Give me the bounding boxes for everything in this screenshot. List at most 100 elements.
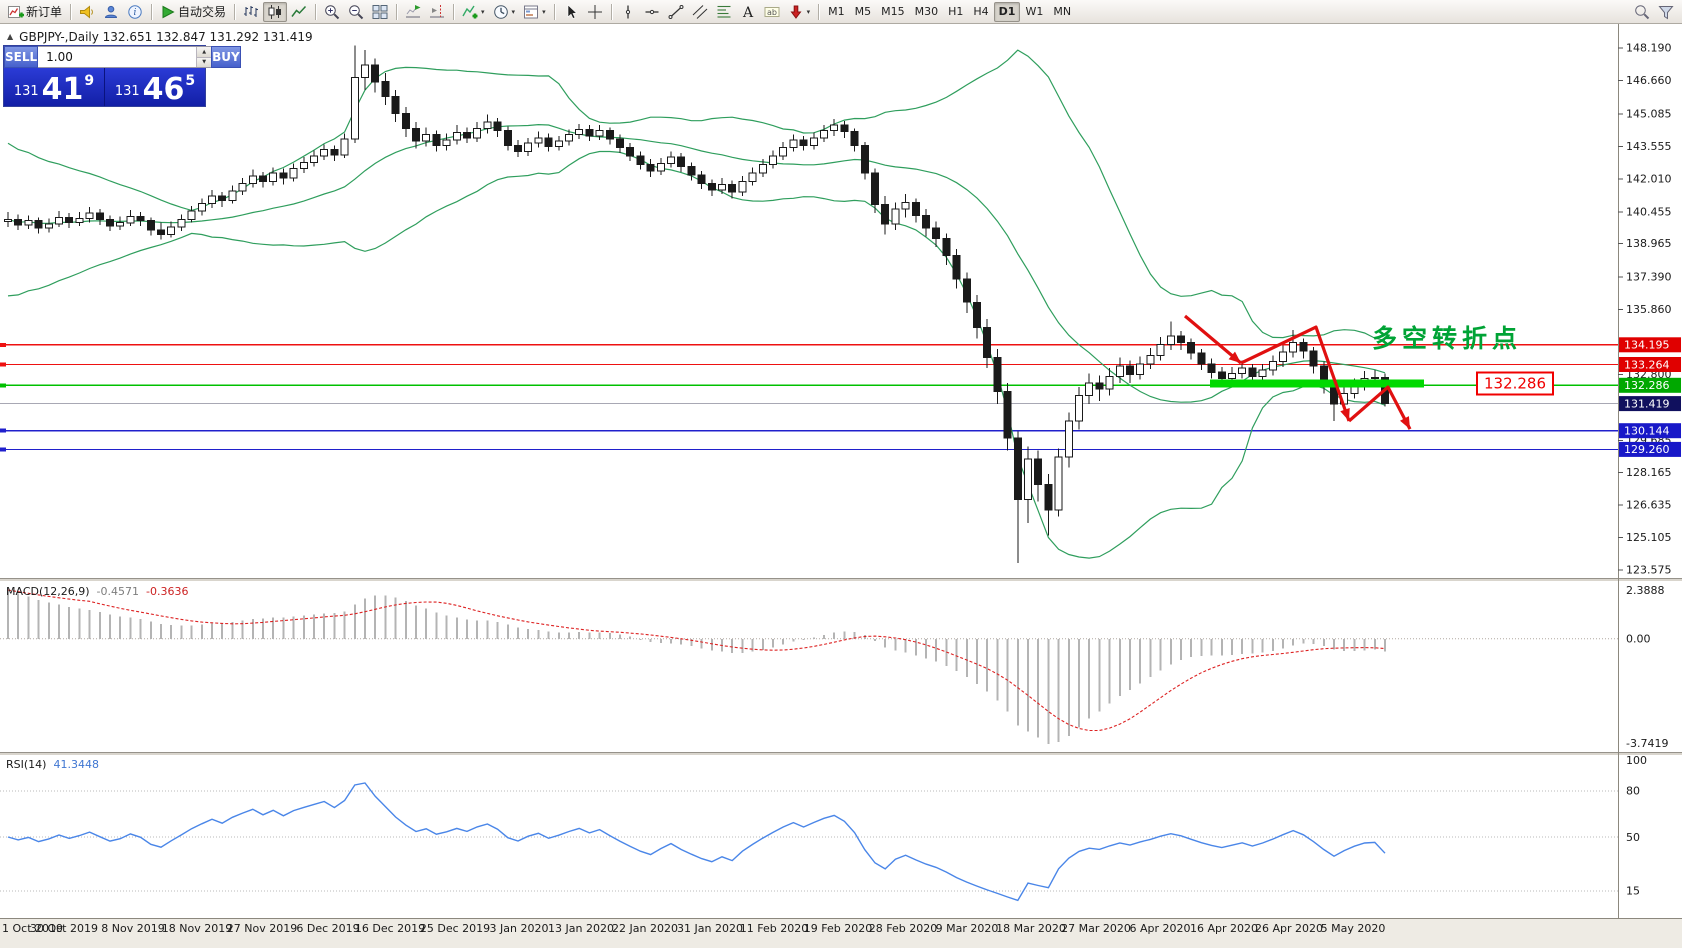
filter-icon xyxy=(1658,5,1674,19)
timeframe-m15-button[interactable]: M15 xyxy=(881,5,905,18)
svg-text:126.635: 126.635 xyxy=(1626,499,1672,512)
tile-windows-button[interactable] xyxy=(368,2,392,22)
timeframe-w1-button[interactable]: W1 xyxy=(1025,5,1044,18)
bollinger-bands xyxy=(7,49,1386,559)
svg-text:123.575: 123.575 xyxy=(1626,564,1672,577)
zoom-in-icon xyxy=(325,4,340,19)
timeframe-mn-button[interactable]: MN xyxy=(1053,5,1072,18)
hline-icon xyxy=(645,9,659,14)
horizontal-line-button[interactable] xyxy=(640,2,664,22)
templates-icon xyxy=(524,5,539,18)
trendline-button[interactable] xyxy=(664,2,688,22)
support-zone[interactable] xyxy=(1210,379,1424,388)
vline-icon xyxy=(625,5,630,18)
bar-chart-button[interactable] xyxy=(239,2,263,22)
svg-text:0.00: 0.00 xyxy=(1626,632,1651,645)
svg-text:9 Mar 2020: 9 Mar 2020 xyxy=(936,922,999,935)
chart-title: GBPJPY-,Daily 132.651 132.847 131.292 13… xyxy=(19,30,313,44)
chevron-down-icon: ▾ xyxy=(542,7,546,16)
macd-signal-value: -0.3636 xyxy=(146,585,189,598)
one-click-trading-panel: SELL ▲ ▼ BUY 131 41 9 131 46 5 xyxy=(3,45,241,107)
timeframe-m5-button[interactable]: M5 xyxy=(854,5,872,18)
svg-text:6 Dec 2019: 6 Dec 2019 xyxy=(296,922,359,935)
new-order-button[interactable]: 新订单 xyxy=(4,2,66,22)
text-label-button[interactable]: ab xyxy=(760,2,784,22)
templates-button[interactable]: ▾ xyxy=(519,2,550,22)
svg-text:ab: ab xyxy=(767,7,777,16)
collapse-trade-panel-icon[interactable]: ▲ xyxy=(7,32,14,41)
svg-text:30 Oct 2019: 30 Oct 2019 xyxy=(30,922,98,935)
rsi-line xyxy=(7,782,1386,902)
periods-button[interactable]: ▾ xyxy=(489,2,520,22)
price-tag[interactable]: 132.286 xyxy=(1476,371,1554,396)
channel-icon xyxy=(692,4,707,19)
macd-signal-line xyxy=(7,589,1386,732)
search-icon xyxy=(1635,4,1650,19)
timeframe-m30-button[interactable]: M30 xyxy=(914,5,939,18)
indicators-button[interactable]: ▾ xyxy=(458,2,489,22)
community-button[interactable] xyxy=(99,2,123,22)
time-axis-strip[interactable] xyxy=(0,918,1682,948)
toolbar-separator xyxy=(610,3,612,20)
svg-text:137.390: 137.390 xyxy=(1626,271,1672,284)
buy-price[interactable]: 131 46 5 xyxy=(105,68,205,106)
sell-price-prefix: 131 xyxy=(13,84,39,99)
sell-price[interactable]: 131 41 9 xyxy=(4,68,104,106)
timeframe-d1-button[interactable]: D1 xyxy=(993,1,1021,22)
auto-scroll-button[interactable] xyxy=(401,2,425,22)
timeframe-h4-button[interactable]: H4 xyxy=(973,5,989,18)
text-button[interactable]: A xyxy=(736,2,760,22)
search-button[interactable] xyxy=(1630,2,1654,22)
svg-text:5 May 2020: 5 May 2020 xyxy=(1321,922,1386,935)
cursor-button[interactable] xyxy=(559,2,583,22)
horizontal-line-objects[interactable] xyxy=(0,342,1618,452)
svg-text:2.3888: 2.3888 xyxy=(1626,584,1665,597)
chart-shift-button[interactable] xyxy=(425,2,449,22)
buy-price-prefix: 131 xyxy=(114,84,140,99)
chart-line-icon xyxy=(291,5,307,17)
macd-histogram xyxy=(7,590,1386,744)
svg-text:128.165: 128.165 xyxy=(1626,466,1672,479)
sell-price-big: 41 xyxy=(41,71,84,107)
auto-trading-icon xyxy=(162,5,175,18)
timeframe-h1-button[interactable]: H1 xyxy=(948,5,964,18)
trend-arrows[interactable] xyxy=(1183,314,1412,430)
crosshair-button[interactable] xyxy=(583,2,607,22)
zoom-out-button[interactable] xyxy=(344,2,368,22)
arrows-button[interactable]: ▾ xyxy=(784,2,815,22)
svg-text:13 Jan 2020: 13 Jan 2020 xyxy=(548,922,614,935)
toolbar-separator xyxy=(151,3,153,20)
sell-button[interactable]: SELL xyxy=(4,46,39,68)
news-button[interactable] xyxy=(75,2,99,22)
svg-text:100: 100 xyxy=(1626,754,1647,767)
svg-text:146.660: 146.660 xyxy=(1626,74,1672,87)
cursor-icon xyxy=(567,3,577,19)
volume-down-button[interactable]: ▼ xyxy=(197,56,212,67)
new-order-icon xyxy=(8,5,24,18)
timeframe-m1-button[interactable]: M1 xyxy=(828,5,845,18)
annotation-text[interactable]: 多空转折点 xyxy=(1372,324,1522,353)
svg-text:26 Apr 2020: 26 Apr 2020 xyxy=(1255,922,1323,935)
fibonacci-button[interactable] xyxy=(712,2,736,22)
panel-separators[interactable] xyxy=(0,24,1682,919)
channel-button[interactable] xyxy=(688,2,712,22)
line-chart-button[interactable] xyxy=(287,2,311,22)
filter-button[interactable] xyxy=(1654,2,1678,22)
auto-trading-button[interactable]: 自动交易 xyxy=(156,2,230,22)
toolbar-separator xyxy=(553,3,555,20)
help-button[interactable]: i xyxy=(123,2,147,22)
candlestick-chart-button[interactable] xyxy=(263,1,288,22)
volume-up-button[interactable]: ▲ xyxy=(197,47,212,57)
price-axis-labels[interactable]: 148.190 146.660 145.085 143.555 142.010 140.4… xyxy=(1618,42,1681,898)
zoom-in-button[interactable] xyxy=(320,2,344,22)
chevron-down-icon: ▾ xyxy=(806,7,811,16)
volume-input[interactable] xyxy=(38,47,197,67)
auto-trading-button-label: 自动交易 xyxy=(178,5,227,19)
buy-button[interactable]: BUY xyxy=(211,46,241,68)
chart-canvas[interactable]: 多空转折点 132.286 148.190 146.660 145.085 143.555… xyxy=(0,24,1682,948)
vertical-line-button[interactable] xyxy=(616,2,640,22)
svg-text:28 Feb 2020: 28 Feb 2020 xyxy=(869,922,937,935)
